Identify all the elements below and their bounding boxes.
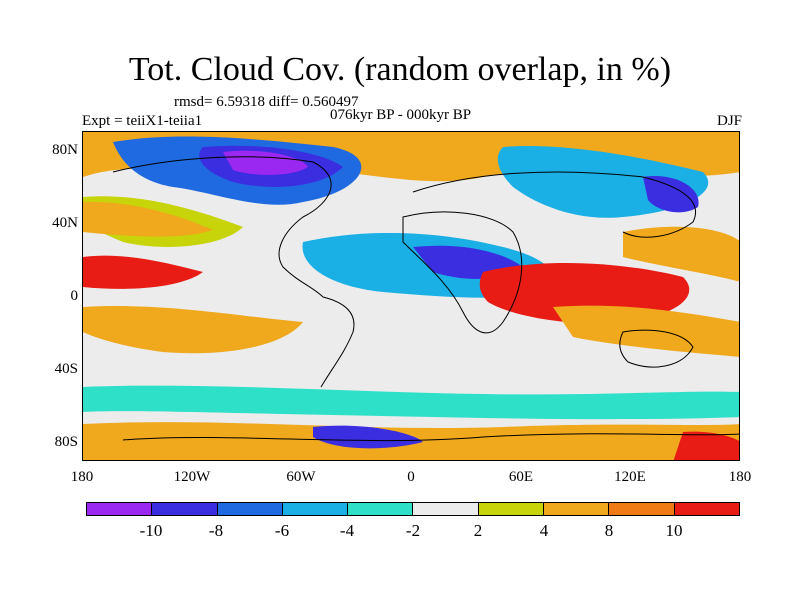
south-america-coastline [320, 296, 355, 388]
colorbar-label: -6 [274, 521, 290, 540]
colorbar-swatch [674, 503, 739, 515]
north-america-coastline [112, 156, 332, 298]
south-indian-positive [553, 305, 739, 357]
cloud-cover-field [83, 132, 739, 460]
experiment-label: Expt = teiiX1-teiia1 [82, 113, 203, 129]
y-tick-label-40n: 40N [52, 215, 78, 231]
colorbar-label: -10 [139, 521, 163, 540]
colorbar-swatch [609, 503, 675, 515]
colorbar-label: 8 [604, 521, 614, 540]
x-tick-label-180e: 180 [728, 469, 752, 485]
colorbar-label: 2 [473, 521, 483, 540]
antarctica-coastline [122, 433, 739, 442]
colorbar-label: 4 [539, 521, 549, 540]
south-pacific-positive [83, 305, 303, 354]
y-tick-label-0: 0 [70, 288, 79, 304]
x-tick-label-60e: 60E [508, 469, 534, 485]
colorbar-swatch [544, 503, 610, 515]
x-tick-label-120e: 120E [614, 469, 646, 485]
africa-coastline [402, 211, 523, 334]
north-pacific-orange [83, 201, 213, 237]
x-tick-label-180w: 180 [70, 469, 94, 485]
east-asia-negative [643, 176, 699, 213]
x-tick-label-60w: 60W [286, 469, 316, 485]
australia-coastline [619, 329, 694, 368]
plot-title: Tot. Cloud Cov. (random overlap, in %) [128, 51, 672, 88]
colorbar-swatch [413, 503, 479, 515]
y-tick-label-80n: 80N [52, 142, 78, 158]
eurasia-coastline [412, 171, 696, 238]
west-pacific-positive [623, 226, 739, 282]
colorbar-swatch [478, 503, 545, 515]
season-label: DJF [716, 113, 742, 129]
stats-label: rmsd= 6.59318 diff= 0.560497 [174, 94, 359, 110]
colorbar-label: 10 [665, 521, 683, 540]
colorbar-swatch [282, 503, 349, 515]
colorbar-label: -8 [208, 521, 224, 540]
period-label: 076kyr BP - 000kyr BP [330, 107, 472, 123]
weddell-negative [313, 425, 423, 449]
colorbar-swatch [87, 503, 153, 515]
x-tick-label-120w: 120W [173, 469, 211, 485]
x-tick-label-0: 0 [407, 469, 415, 485]
colorbar-swatch [348, 503, 414, 515]
east-pacific-positive [83, 255, 203, 289]
y-tick-label-40s: 40S [54, 361, 78, 377]
y-tick-label-80s: 80S [54, 434, 78, 450]
colorbar-label: -2 [405, 521, 421, 540]
colorbar [86, 502, 740, 516]
colorbar-swatch [217, 503, 283, 515]
colorbar-label: -4 [339, 521, 355, 540]
map-panel [82, 131, 740, 461]
colorbar-swatch [152, 503, 218, 515]
southern-ocean-negative [83, 385, 739, 420]
antarctic-red [673, 431, 739, 460]
